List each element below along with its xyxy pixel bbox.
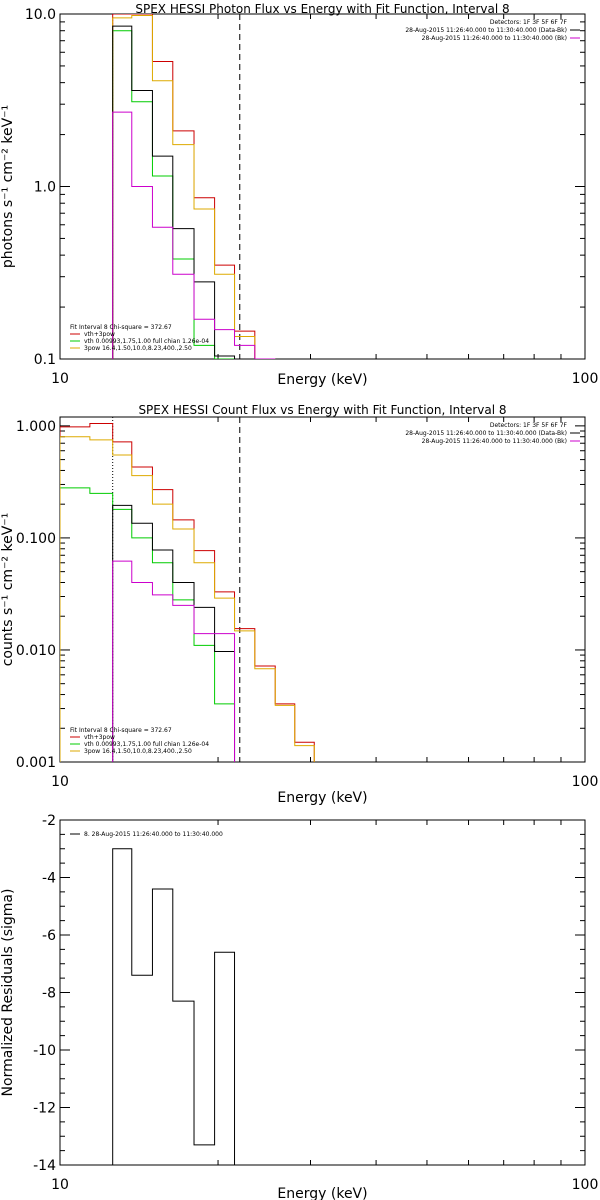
x-tick-label: 100	[572, 774, 599, 790]
y-axis-label: counts s⁻¹ cm⁻² keV⁻¹	[0, 513, 16, 667]
series-group	[112, 14, 276, 359]
x-tick-label: 10	[51, 774, 69, 790]
chart-title: SPEX HESSI Count Flux vs Energy with Fit…	[138, 403, 506, 417]
legend-left-text: vth+3pow	[84, 734, 115, 741]
legend-right-text: 28-Aug-2015 11:26:40.000 to 11:30:40.000…	[422, 438, 567, 445]
legend-right-text: 28-Aug-2015 11:26:40.000 to 11:30:40.000…	[422, 35, 567, 42]
legend-right-text: 28-Aug-2015 11:26:40.000 to 11:30:40.000…	[405, 430, 567, 437]
y-tick-label: -8	[42, 986, 56, 1002]
x-tick-label: 10	[51, 371, 69, 387]
x-tick-label: 100	[572, 371, 599, 387]
series-line-2	[60, 487, 236, 762]
x-axis-label: Energy (keV)	[277, 790, 367, 806]
chart-panel-3: Energy (keV) Normalized Residuals (sigma)…	[0, 813, 598, 1200]
y-tick-label: -2	[42, 813, 56, 829]
legend-left-text: 3pow 16.4,1.50,10.0,8.23,400.,2.50	[84, 345, 192, 352]
y-axis-label: photons s⁻¹ cm⁻² keV⁻¹	[0, 105, 16, 268]
series-line-5	[112, 111, 276, 359]
legend-right-text: Detectors: 1F 3F 5F 6F 7F	[490, 19, 568, 26]
y-tick-label: -10	[33, 1043, 56, 1059]
chart-title: SPEX HESSI Photon Flux vs Energy with Fi…	[135, 2, 509, 16]
x-tick-label: 100	[572, 1177, 599, 1193]
legend-left-text: 3pow 16.4,1.50,10.0,8.23,400.,2.50	[84, 748, 192, 755]
x-tick-label: 10	[51, 1177, 69, 1193]
y-tick-label: 1.0	[34, 180, 56, 196]
series-group	[60, 422, 315, 762]
y-axis-label: Normalized Residuals (sigma)	[0, 889, 16, 1097]
series-line-1	[60, 422, 315, 762]
legend-right-text: Detectors: 1F 3F 5F 6F 7F	[490, 422, 568, 429]
plot-frame	[59, 819, 586, 1166]
plot-frame	[59, 416, 586, 763]
y-tick-label: -4	[42, 871, 56, 887]
series-line-5	[112, 560, 236, 762]
y-tick-label: 0.100	[16, 531, 56, 547]
y-tick-label: 0.1	[34, 352, 56, 368]
chart-panel-2: SPEX HESSI Count Flux vs Energy with Fit…	[0, 403, 598, 806]
y-tick-label: -14	[33, 1158, 56, 1174]
y-tick-label: 0.001	[16, 755, 56, 771]
x-axis-label: Energy (keV)	[277, 1186, 367, 1200]
y-tick-label: 10.0	[25, 7, 56, 23]
series-line-4	[112, 25, 276, 359]
legend-left-text: 8. 28-Aug-2015 11:26:40.000 to 11:30:40.…	[84, 831, 223, 838]
y-tick-label: 1.000	[16, 419, 56, 435]
legend-right-text: 28-Aug-2015 11:26:40.000 to 11:30:40.000…	[405, 27, 567, 34]
chart-panel-1: SPEX HESSI Photon Flux vs Energy with Fi…	[0, 2, 598, 388]
legend-left-text: Fit Interval 8 Chi-square = 372.67	[70, 324, 172, 331]
legend-left-text: Fit Interval 8 Chi-square = 372.67	[70, 727, 172, 734]
legend-left-text: vth+3pow	[84, 331, 115, 338]
y-tick-label: -6	[42, 928, 56, 944]
x-axis-label: Energy (keV)	[277, 372, 367, 388]
legend-left-text: vth 0.00993,1.75,1.00 full chian 1.26e-0…	[84, 338, 209, 345]
y-tick-label: 0.010	[16, 643, 56, 659]
series-line-1	[112, 848, 236, 1165]
y-tick-label: -12	[33, 1101, 56, 1117]
series-group	[112, 848, 236, 1165]
series-line-3	[112, 15, 276, 359]
series-line-4	[112, 504, 236, 762]
legend-left-text: vth 0.00993,1.75,1.00 full chian 1.26e-0…	[84, 741, 209, 748]
series-line-3	[60, 436, 315, 762]
